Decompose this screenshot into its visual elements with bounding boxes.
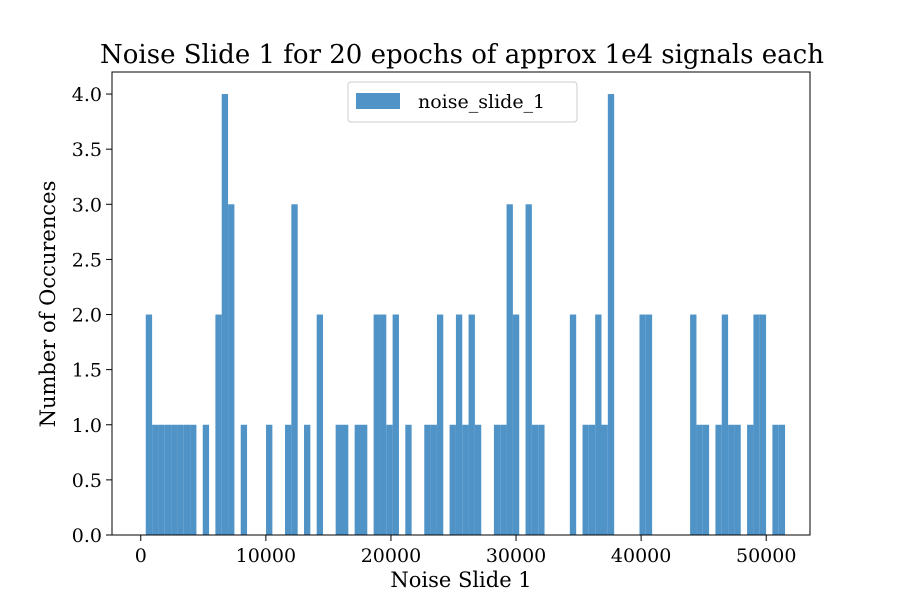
histogram-bar (538, 424, 545, 535)
x-tick-label: 20000 (361, 545, 421, 567)
histogram-bar (354, 424, 361, 535)
histogram-bar (202, 424, 210, 535)
y-tick-label: 1.5 (72, 360, 102, 382)
histogram-bar (183, 424, 191, 535)
y-axis-label: Number of Occurences (36, 181, 60, 428)
histogram-bar (177, 424, 184, 535)
histogram-bar (430, 424, 437, 535)
histogram-bar (696, 424, 703, 535)
histogram-bar (449, 424, 456, 535)
x-tick-label: 40000 (611, 545, 671, 567)
histogram-bar (588, 424, 596, 535)
histogram-bar (164, 424, 172, 535)
x-axis-ticks: 0 10000 20000 30000 40000 50000 (135, 535, 796, 567)
histogram-bar (373, 314, 380, 535)
histogram-bar (601, 424, 608, 535)
histogram-bar (171, 424, 178, 535)
histogram-bar (607, 94, 615, 536)
histogram-bar (190, 424, 197, 535)
x-axis-label: Noise Slide 1 (390, 568, 531, 592)
histogram-bar (747, 424, 754, 535)
histogram-bar (392, 314, 399, 535)
histogram-bar (240, 424, 248, 535)
histogram-bar (304, 424, 311, 535)
x-tick-label: 50000 (736, 545, 796, 567)
histogram-bar (645, 314, 653, 535)
histogram-bar (341, 424, 349, 535)
histogram-bar (152, 424, 159, 535)
histogram-bar (474, 424, 482, 535)
y-tick-label: 0.5 (72, 470, 102, 492)
histogram-bar (690, 314, 697, 535)
histogram-bar (759, 314, 767, 535)
histogram-bar (424, 424, 431, 535)
histogram-bar (639, 314, 646, 535)
histogram-bar (455, 314, 463, 535)
y-tick-label: 3.0 (72, 194, 102, 216)
y-tick-label: 1.0 (72, 415, 102, 437)
x-tick-label: 0 (135, 545, 147, 567)
histogram-bar (386, 424, 393, 535)
histogram-bar (335, 424, 342, 535)
histogram-bar (405, 424, 412, 535)
histogram-bar (772, 424, 779, 535)
histogram-bar (462, 424, 469, 535)
histogram-bar (493, 424, 501, 535)
legend-label: noise_slide_1 (418, 91, 545, 113)
y-tick-label: 0.0 (72, 525, 102, 547)
histogram-bar (360, 424, 368, 535)
histogram-bar (468, 314, 475, 535)
histogram-bar (266, 424, 273, 535)
plot-frame (111, 71, 811, 536)
y-tick-label: 4.0 (72, 84, 102, 106)
histogram-bar (778, 424, 786, 535)
histogram-bar (702, 424, 710, 535)
histogram-bar (291, 204, 298, 536)
y-tick-label: 2.5 (72, 249, 102, 271)
histogram-bar (436, 314, 444, 535)
histogram-bar (734, 424, 741, 535)
histogram-bar (316, 314, 324, 535)
y-tick-label: 2.0 (72, 305, 102, 327)
histogram-bar (582, 424, 589, 535)
histogram-bar (753, 314, 760, 535)
histogram-bar (158, 424, 165, 535)
histogram-bar (500, 424, 507, 535)
histogram-bar (506, 204, 513, 536)
x-tick-label: 30000 (486, 545, 546, 567)
histogram-bars (145, 94, 786, 536)
histogram-bar (512, 314, 520, 535)
histogram-bar (525, 204, 532, 536)
histogram-bar (715, 424, 722, 535)
histogram-bar (379, 314, 387, 535)
histogram-bar (221, 94, 229, 536)
histogram-bar (721, 314, 729, 535)
y-axis-ticks: 0.0 0.5 1.0 1.5 2.0 2.5 3.0 3.5 4.0 (72, 84, 112, 547)
x-tick-label: 10000 (236, 545, 296, 567)
histogram-bar (569, 314, 577, 535)
legend-frame (347, 81, 578, 123)
histogram-bar (595, 314, 602, 535)
histogram-bar (531, 424, 539, 535)
y-tick-label: 3.5 (72, 139, 102, 161)
histogram-bar (728, 424, 735, 535)
histogram-bar (285, 424, 292, 535)
histogram-bar (215, 314, 222, 535)
legend: noise_slide_1 (347, 81, 578, 123)
chart-title: Noise Slide 1 for 20 epochs of approx 1e… (100, 40, 824, 70)
histogram-bar (228, 204, 235, 536)
legend-swatch (356, 93, 400, 109)
histogram-bar (145, 314, 153, 535)
